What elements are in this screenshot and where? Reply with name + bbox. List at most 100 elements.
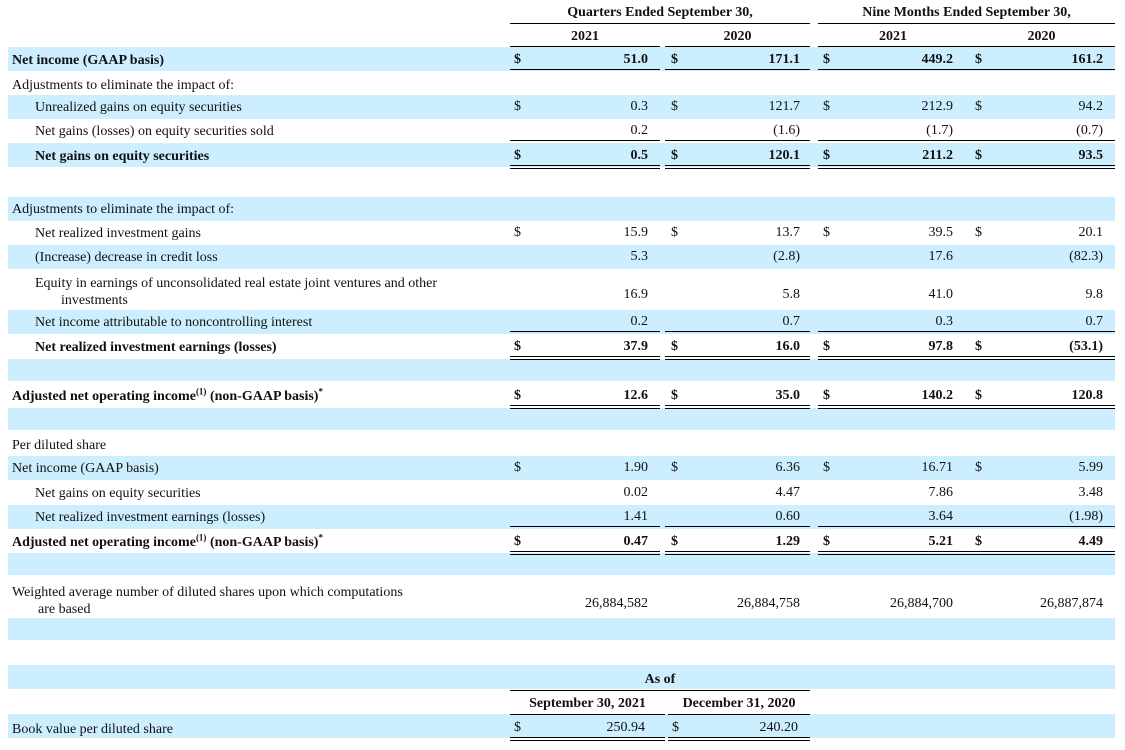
single-rule	[665, 331, 810, 332]
row-label: Unrealized gains on equity securities	[35, 99, 242, 116]
row-label-suffix: (non-GAAP basis)	[206, 535, 319, 550]
band	[8, 665, 1115, 689]
double-rule	[665, 165, 810, 169]
row-label-text: Net realized investment earnings (losses…	[35, 340, 277, 355]
double-rule	[968, 551, 1115, 555]
cell-value: 6.36	[775, 460, 801, 475]
double-rule	[818, 165, 968, 169]
cell-value: 4.47	[775, 485, 801, 500]
band	[8, 618, 1115, 640]
double-rule	[818, 405, 968, 409]
single-rule	[818, 69, 968, 70]
cell-value: 0.2	[630, 314, 649, 329]
dollar-sign: $	[514, 534, 521, 549]
header-rule	[510, 690, 810, 691]
band	[8, 714, 1115, 738]
header-nine-months: Nine Months Ended September 30,	[862, 5, 1071, 20]
dollar-sign: $	[514, 99, 521, 114]
cell-value: 37.9	[623, 339, 649, 354]
dollar-sign: $	[823, 52, 830, 67]
row-label: Net income (GAAP basis)	[12, 52, 164, 69]
cell-value: 5.99	[1078, 460, 1104, 475]
footnote-marker: *	[318, 386, 323, 397]
cell-value: 7.86	[928, 485, 954, 500]
cell-value: 9.8	[1085, 287, 1104, 302]
row-label-text: Net income (GAAP basis)	[12, 53, 165, 68]
year-col-2: 2020	[723, 29, 752, 44]
dollar-sign: $	[975, 148, 982, 163]
dollar-sign: $	[514, 388, 521, 403]
band	[8, 47, 1115, 71]
cell-value: 1.29	[775, 534, 801, 549]
cell-value: 97.8	[928, 339, 954, 354]
dollar-sign: $	[514, 148, 521, 163]
dollar-sign: $	[671, 99, 678, 114]
year-col-3: 2021	[879, 29, 907, 44]
cell-value: 120.1	[768, 148, 801, 163]
cell-value: 140.2	[921, 388, 954, 403]
cell-value: 35.0	[775, 388, 801, 403]
double-rule	[665, 356, 810, 360]
row-label: Net realized investment earnings (losses…	[35, 339, 277, 356]
dollar-sign: $	[823, 388, 830, 403]
double-rule	[510, 356, 660, 360]
double-rule	[665, 551, 810, 555]
cell-value: 41.0	[928, 287, 954, 302]
double-rule	[968, 405, 1115, 409]
row-label-text: Net realized investment gains	[35, 226, 201, 241]
dollar-sign: $	[975, 52, 982, 67]
dollar-sign: $	[975, 388, 982, 403]
double-rule	[510, 165, 660, 169]
cell-value: 0.47	[623, 534, 649, 549]
single-rule	[968, 69, 1115, 70]
dollar-sign: $	[975, 225, 982, 240]
header-rule	[818, 23, 1115, 24]
date-col-2: December 31, 2020	[682, 696, 796, 711]
cell-value: 161.2	[1071, 52, 1104, 67]
dollar-sign: $	[975, 460, 982, 475]
cell-value: 171.1	[768, 52, 801, 67]
cell-value: 26,884,582	[585, 596, 648, 611]
dollar-sign: $	[671, 148, 678, 163]
row-label-line2: are based	[38, 602, 91, 617]
row-label-text: Net income attributable to noncontrollin…	[35, 315, 313, 330]
cell-value: (53.1)	[1069, 339, 1103, 354]
single-rule	[818, 140, 968, 141]
header-rule	[818, 46, 968, 47]
single-rule	[510, 331, 660, 332]
single-rule	[510, 69, 660, 70]
band	[8, 359, 1115, 381]
dollar-sign: $	[823, 534, 830, 549]
cell-value: (1.6)	[773, 123, 800, 138]
cell-value: 0.7	[782, 314, 801, 329]
double-rule	[818, 356, 968, 360]
single-rule	[510, 526, 660, 527]
cell-value: 3.48	[1078, 485, 1104, 500]
cell-value: 121.7	[768, 99, 801, 114]
row-label: Net realized investment earnings (losses…	[35, 509, 265, 526]
footnote-marker: (1)	[195, 386, 207, 397]
header-rule	[510, 23, 810, 24]
dollar-sign: $	[514, 225, 521, 240]
cell-value: (0.7)	[1076, 123, 1103, 138]
cell-value: 0.7	[1085, 314, 1104, 329]
cell-value: 94.2	[1078, 99, 1104, 114]
cell-value: (82.3)	[1069, 249, 1103, 264]
cell-value: 211.2	[922, 148, 953, 163]
dollar-sign: $	[823, 99, 830, 114]
row-label: Net income (GAAP basis)	[12, 460, 159, 477]
band	[8, 310, 1115, 334]
dollar-sign: $	[823, 225, 830, 240]
footnote-marker: (1)	[195, 532, 207, 543]
header-rule	[665, 46, 810, 47]
dollar-sign: $	[672, 720, 679, 735]
cell-value: 13.7	[775, 225, 801, 240]
cell-value: 16.71	[921, 460, 954, 475]
dollar-sign: $	[671, 339, 678, 354]
band	[8, 197, 1115, 221]
dollar-sign: $	[514, 52, 521, 67]
header-rule	[668, 714, 810, 715]
row-label-line1: Weighted average number of diluted share…	[12, 585, 403, 600]
band	[8, 505, 1115, 529]
row-label: Net realized investment gains	[35, 225, 201, 242]
